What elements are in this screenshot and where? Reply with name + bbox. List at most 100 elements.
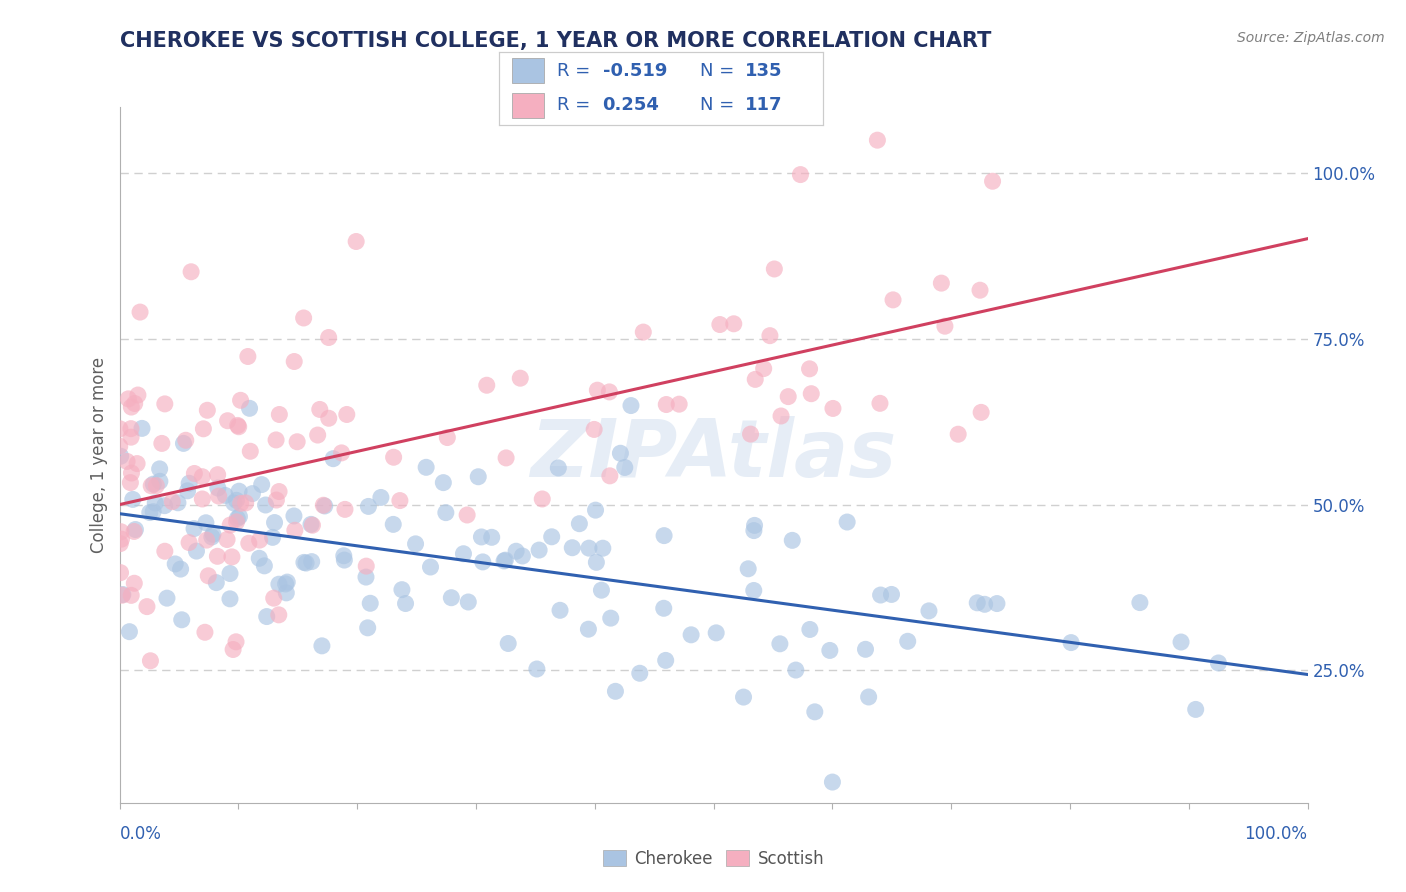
Point <box>120 400 142 414</box>
Point <box>225 635 247 649</box>
Point <box>219 518 242 533</box>
Point <box>382 450 405 465</box>
Text: N =: N = <box>700 96 734 114</box>
Point <box>162 494 184 508</box>
Point <box>222 642 245 657</box>
Point <box>205 575 228 590</box>
Point <box>789 168 811 182</box>
Point <box>1129 596 1152 610</box>
Point <box>183 522 205 536</box>
Point <box>509 371 531 385</box>
Point <box>1208 656 1230 670</box>
Point <box>274 577 297 591</box>
Point <box>208 489 231 503</box>
Text: N =: N = <box>700 62 734 79</box>
Point <box>145 478 167 492</box>
Point <box>333 502 356 516</box>
Point <box>285 434 308 449</box>
Point <box>191 469 214 483</box>
FancyBboxPatch shape <box>512 93 544 118</box>
Point <box>759 328 782 343</box>
Point <box>436 431 458 445</box>
Point <box>785 663 807 677</box>
Point <box>531 491 554 506</box>
Point <box>333 549 356 563</box>
Point <box>264 433 287 447</box>
Point <box>763 262 786 277</box>
Point <box>197 569 219 583</box>
Point <box>307 428 329 442</box>
Point <box>266 493 288 508</box>
Point <box>740 427 762 442</box>
Point <box>394 597 416 611</box>
Text: 135: 135 <box>745 62 782 79</box>
Point <box>191 491 214 506</box>
Point <box>124 576 146 591</box>
Point <box>512 549 534 563</box>
Point <box>276 586 298 600</box>
Point <box>799 623 821 637</box>
Point <box>127 388 149 402</box>
Point <box>170 613 193 627</box>
Point <box>228 484 250 499</box>
Point <box>1170 635 1192 649</box>
Point <box>780 533 803 548</box>
Point <box>405 537 427 551</box>
Point <box>858 690 880 704</box>
Text: 117: 117 <box>745 96 782 114</box>
Point <box>592 541 614 556</box>
Point <box>156 591 179 606</box>
Point <box>344 235 367 249</box>
Text: 0.0%: 0.0% <box>120 825 162 843</box>
FancyBboxPatch shape <box>512 58 544 83</box>
Text: 0.254: 0.254 <box>603 96 659 114</box>
Point <box>110 536 132 550</box>
Point <box>548 603 571 617</box>
Point <box>897 634 920 648</box>
Text: R =: R = <box>557 62 591 79</box>
Point <box>120 475 142 490</box>
Point <box>139 506 162 520</box>
Point <box>238 401 260 416</box>
Point <box>609 446 631 460</box>
Point <box>186 544 208 558</box>
Point <box>470 530 492 544</box>
Point <box>855 642 877 657</box>
Point <box>605 684 627 698</box>
Point <box>179 476 201 491</box>
Point <box>744 518 766 533</box>
Point <box>242 486 264 500</box>
Point <box>475 378 498 392</box>
Point <box>250 477 273 491</box>
Legend: Cherokee, Scottish: Cherokee, Scottish <box>596 843 831 874</box>
Point <box>598 384 620 399</box>
Point <box>236 350 259 364</box>
Point <box>733 690 755 704</box>
Point <box>966 596 988 610</box>
Point <box>709 318 731 332</box>
Point <box>322 451 344 466</box>
Point <box>628 666 651 681</box>
Point <box>195 403 218 417</box>
Point <box>471 555 494 569</box>
Point <box>931 276 953 290</box>
Point <box>540 530 562 544</box>
Point <box>207 467 229 482</box>
Point <box>778 390 800 404</box>
Point <box>357 621 380 635</box>
Point <box>613 460 636 475</box>
Point <box>652 601 675 615</box>
Point <box>194 625 217 640</box>
Point <box>434 506 457 520</box>
Point <box>176 483 198 498</box>
Point <box>440 591 463 605</box>
Point <box>681 628 703 642</box>
Point <box>229 496 252 510</box>
Y-axis label: College, 1 year or more: College, 1 year or more <box>90 357 108 553</box>
Point <box>136 599 159 614</box>
Point <box>804 705 827 719</box>
Point <box>981 174 1004 188</box>
Point <box>527 543 550 558</box>
Point <box>312 498 335 512</box>
Point <box>821 401 844 416</box>
